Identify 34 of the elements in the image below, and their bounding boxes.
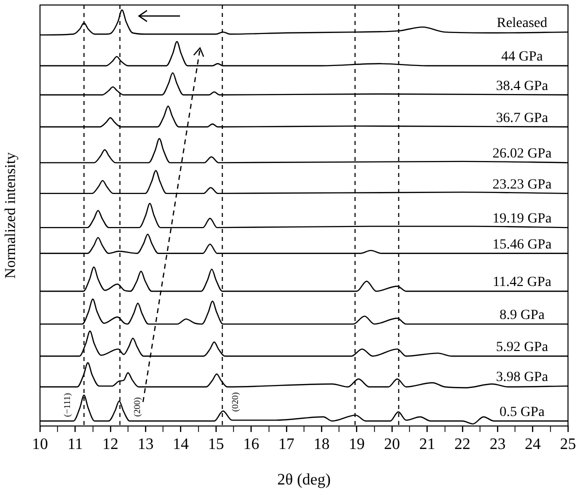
series-label: 3.98 GPa <box>496 370 549 386</box>
x-tick-label: 13 <box>138 436 154 453</box>
x-tick-label: 22 <box>454 436 470 453</box>
x-tick-label: 21 <box>419 436 436 453</box>
series-label: 36.7 GPa <box>496 110 549 126</box>
series-label: 19.19 GPa <box>492 212 552 227</box>
x-tick-label: 15 <box>208 436 224 453</box>
series-label: 26.02 GPa <box>492 146 552 162</box>
x-tick-label: 16 <box>243 436 260 453</box>
series-label: 8.9 GPa <box>499 308 546 324</box>
y-axis-title: Normalized intensity <box>2 152 19 279</box>
annotation: (−111) <box>62 393 72 417</box>
x-axis-title: 2θ (deg) <box>277 472 331 489</box>
x-tick-label: 14 <box>172 436 189 453</box>
x-tick-label: 12 <box>102 436 118 453</box>
series-label: 0.5 GPa <box>499 405 546 420</box>
series-label: 44 GPa <box>501 50 544 65</box>
series-label: 5.92 GPa <box>496 340 549 356</box>
x-tick-label: 20 <box>384 436 400 453</box>
x-tick-label: 10 <box>32 436 48 453</box>
series-label: 15.46 GPa <box>492 237 552 252</box>
series-label: 11.42 GPa <box>492 275 552 290</box>
x-tick-label: 23 <box>490 436 506 453</box>
x-tick-label: 17 <box>278 436 294 453</box>
annotation: (020) <box>230 392 240 412</box>
series-label: 23.23 GPa <box>492 177 552 192</box>
x-tick-label: 24 <box>524 436 541 453</box>
x-tick-label: 19 <box>348 436 365 453</box>
series-label: Released <box>496 16 548 32</box>
x-tick-label: 25 <box>560 436 576 453</box>
x-tick-label: 18 <box>314 436 330 453</box>
annotation: (200) <box>132 397 142 417</box>
x-tick-label: 11 <box>67 436 83 453</box>
series-label: 38.4 GPa <box>496 78 549 94</box>
